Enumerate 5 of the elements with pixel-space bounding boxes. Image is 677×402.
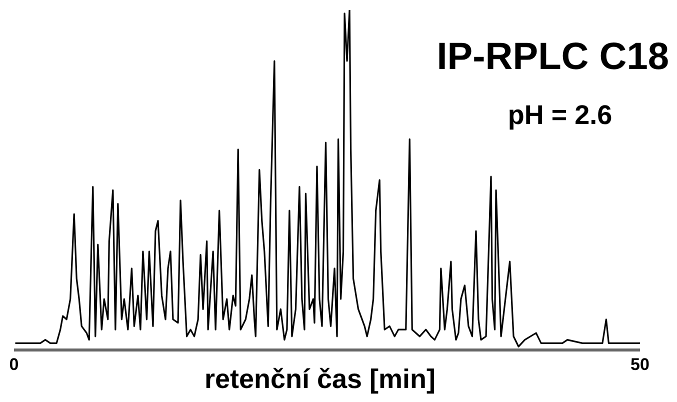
x-axis-title: retenční čas [min] bbox=[204, 364, 436, 394]
x-tick-label: 0 bbox=[9, 355, 19, 374]
x-tick-label: 50 bbox=[630, 355, 650, 374]
text: pH = 2.6 bbox=[506, 100, 614, 131]
text: IP-RPLC C18 bbox=[436, 36, 669, 79]
